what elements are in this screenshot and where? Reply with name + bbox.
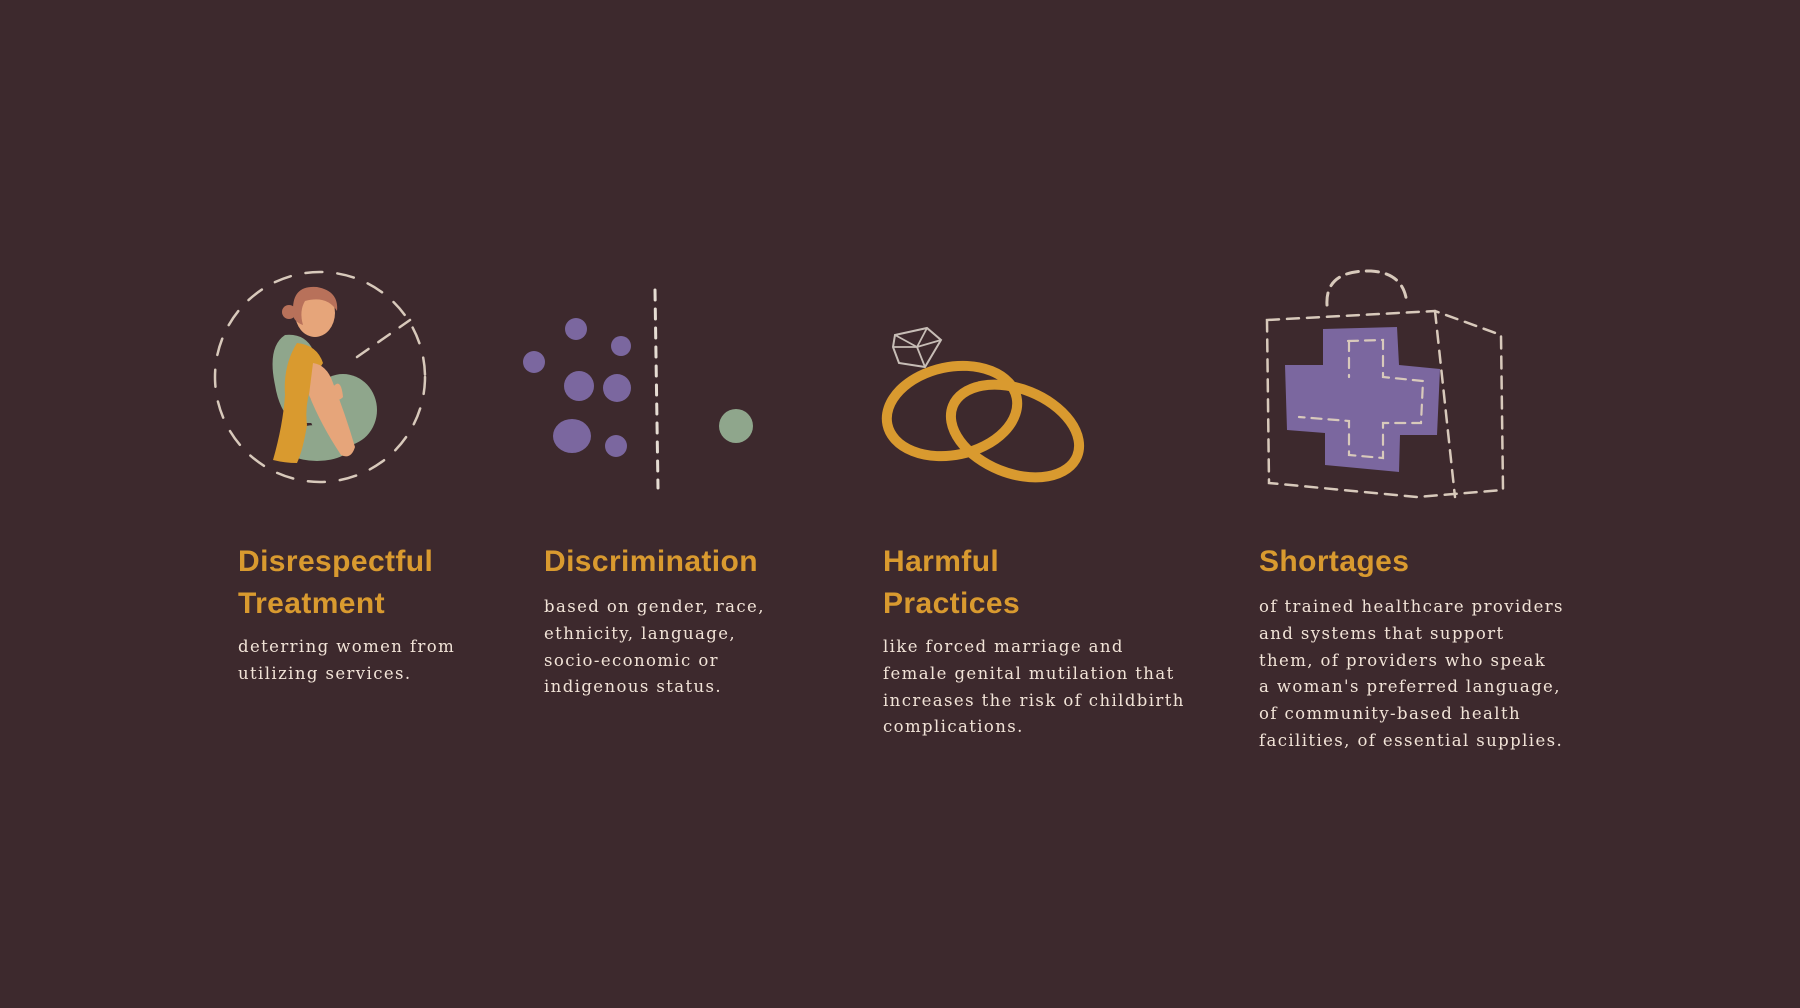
description-discrimination: based on gender, race, ethnicity, langua… — [544, 597, 765, 697]
title-discrimination: Discrimination — [544, 541, 758, 583]
title-line-1: Discrimination — [544, 545, 758, 578]
title-line-1: Harmful — [883, 545, 1000, 578]
medical-kit-icon — [1255, 265, 1510, 505]
title-line-1: Shortages — [1259, 545, 1410, 578]
title-harmful-practices: Harmful Practices — [883, 541, 1020, 625]
title-line-1: Disrespectful — [238, 545, 434, 578]
title-shortages: Shortages — [1259, 541, 1409, 583]
description-disrespectful-treatment: deterring women from utilizing services. — [238, 637, 456, 683]
title-line-2: Practices — [883, 587, 1021, 620]
title-disrespectful-treatment: Disrespectful Treatment — [238, 541, 433, 625]
description-harmful-practices: like forced marriage and female genital … — [883, 637, 1185, 737]
title-line-2: Treatment — [238, 587, 385, 620]
description-shortages: of trained healthcare providers and syst… — [1259, 597, 1564, 750]
wedding-rings-icon — [875, 325, 1105, 495]
separated-dots-icon — [515, 285, 765, 495]
seated-woman-icon — [205, 265, 435, 495]
